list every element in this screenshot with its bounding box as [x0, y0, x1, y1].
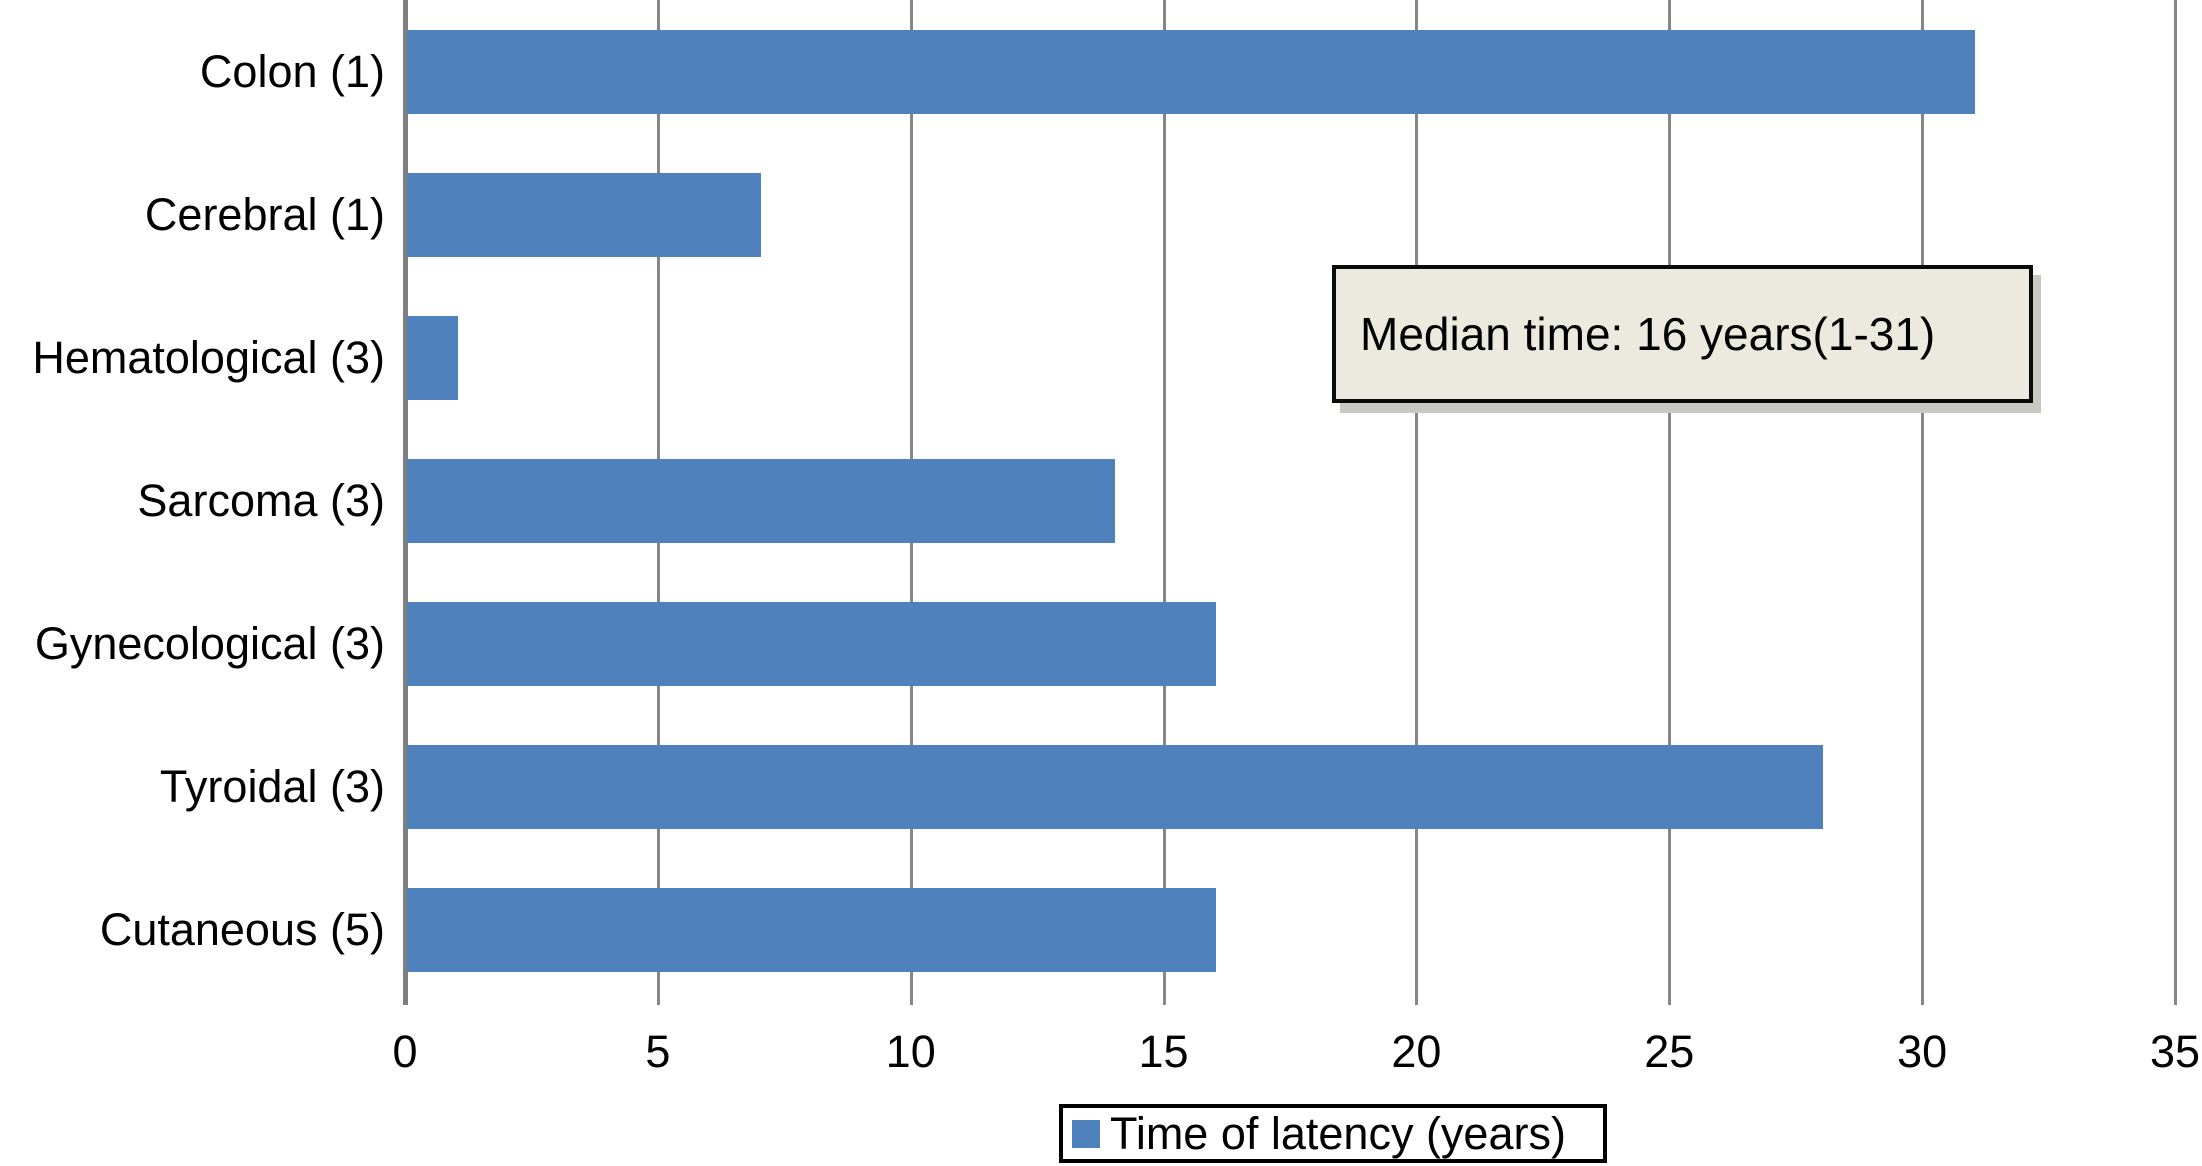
bar [407, 602, 1217, 686]
bar [407, 888, 1217, 972]
gridline [2174, 0, 2177, 1005]
gridline [1921, 0, 1925, 1005]
bar [407, 745, 1823, 829]
legend-label: Time of latency (years) [1110, 1107, 1566, 1159]
x-tick-label: 35 [2149, 1026, 2201, 1077]
category-label: Colon (1) [199, 46, 385, 97]
x-tick-label: 0 [392, 1026, 418, 1077]
x-tick-label: 10 [885, 1026, 936, 1077]
bar [407, 459, 1115, 543]
x-tick-label: 5 [645, 1026, 671, 1077]
category-label: Cerebral (1) [144, 189, 385, 240]
legend: Time of latency (years) [1059, 1104, 1607, 1163]
category-label: Hematological (3) [32, 332, 385, 383]
x-tick-label: 15 [1138, 1026, 1189, 1077]
category-label: Sarcoma (3) [137, 475, 385, 526]
x-tick-label: 20 [1391, 1026, 1442, 1077]
bar [407, 173, 761, 257]
legend-swatch-icon [1072, 1119, 1100, 1148]
gridline [1668, 0, 1672, 1005]
gridline [1415, 0, 1419, 1005]
category-label: Gynecological (3) [34, 618, 385, 669]
bar [407, 316, 458, 400]
category-label: Tyroidal (3) [159, 761, 385, 812]
annotation-box: Median time: 16 years(1-31) [1332, 265, 2033, 403]
bar [407, 30, 1975, 114]
category-axis-line [403, 0, 408, 1005]
x-tick-label: 25 [1644, 1026, 1695, 1077]
annotation-text: Median time: 16 years(1-31) [1360, 308, 1936, 360]
gridline [1162, 0, 1166, 1005]
x-tick-label: 30 [1897, 1026, 1948, 1077]
category-label: Cutaneous (5) [99, 904, 385, 955]
